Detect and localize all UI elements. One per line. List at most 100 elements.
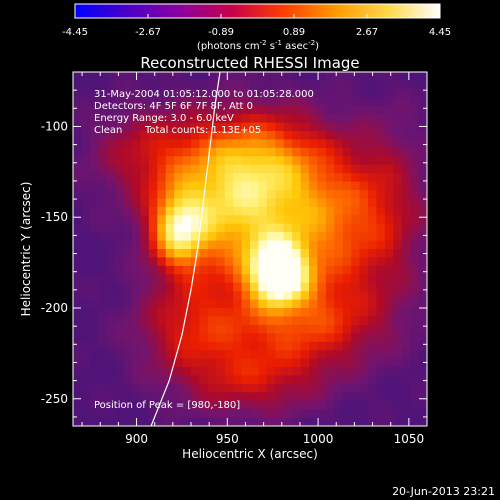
heatmap-cell	[359, 417, 369, 426]
heatmap-cell	[157, 249, 167, 259]
heatmap-cell	[207, 173, 217, 183]
heatmap-cell	[418, 198, 427, 208]
heatmap-cell	[224, 265, 234, 275]
heatmap-cell	[351, 156, 361, 166]
heatmap-cell	[140, 282, 150, 292]
heatmap-cell	[207, 257, 217, 267]
heatmap-cell	[98, 147, 108, 157]
heatmap-cell	[376, 215, 386, 225]
heatmap-cell	[393, 156, 403, 166]
heatmap-cell	[241, 215, 251, 225]
heatmap-cell	[115, 400, 125, 410]
heatmap-cell	[309, 316, 319, 326]
heatmap-cell	[283, 240, 293, 250]
heatmap-cell	[199, 97, 209, 107]
heatmap-cell	[216, 164, 226, 174]
heatmap-cell	[106, 80, 116, 90]
x-tick-label: 900	[125, 432, 148, 446]
heatmap-cell	[233, 173, 243, 183]
heatmap-cell	[401, 316, 411, 326]
heatmap-cell	[207, 72, 217, 82]
heatmap-cell	[376, 358, 386, 368]
heatmap-cell	[81, 350, 91, 360]
heatmap-cell	[140, 257, 150, 267]
heatmap-cell	[148, 156, 158, 166]
heatmap-cell	[418, 173, 427, 183]
heatmap-cell	[106, 240, 116, 250]
heatmap-cell	[207, 316, 217, 326]
heatmap-cell	[241, 350, 251, 360]
heatmap-cell	[368, 97, 378, 107]
heatmap-cell	[283, 232, 293, 242]
heatmap-cell	[182, 223, 192, 233]
heatmap-cell	[106, 299, 116, 309]
heatmap-cell	[418, 308, 427, 318]
heatmap-cell	[266, 308, 276, 318]
heatmap-cell	[342, 131, 352, 141]
heatmap-cell	[199, 147, 209, 157]
heatmap-cell	[325, 257, 335, 267]
heatmap-cell	[123, 400, 133, 410]
heatmap-cell	[165, 156, 175, 166]
heatmap-cell	[359, 72, 369, 82]
heatmap-cell	[376, 131, 386, 141]
heatmap-cell	[410, 114, 420, 124]
heatmap-cell	[393, 333, 403, 343]
heatmap-cell	[317, 72, 327, 82]
heatmap-cell	[89, 131, 99, 141]
heatmap-cell	[401, 417, 411, 426]
heatmap-cell	[199, 299, 209, 309]
heatmap-cell	[334, 265, 344, 275]
heatmap-cell	[241, 88, 251, 98]
heatmap-cell	[250, 105, 260, 115]
heatmap-cell	[418, 350, 427, 360]
heatmap-cell	[300, 97, 310, 107]
heatmap-cell	[199, 249, 209, 259]
heatmap-cell	[309, 190, 319, 200]
heatmap-cell	[342, 299, 352, 309]
heatmap-cell	[241, 333, 251, 343]
heatmap-cell	[325, 240, 335, 250]
heatmap-cell	[199, 88, 209, 98]
heatmap-cell	[351, 282, 361, 292]
heatmap-cell	[199, 114, 209, 124]
heatmap-cell	[115, 105, 125, 115]
heatmap-cell	[250, 333, 260, 343]
heatmap-cell	[98, 367, 108, 377]
heatmap-cell	[384, 358, 394, 368]
heatmap-cell	[266, 274, 276, 284]
heatmap-cell	[359, 341, 369, 351]
heatmap-cell	[275, 308, 285, 318]
heatmap-cell	[207, 156, 217, 166]
heatmap-cell	[393, 147, 403, 157]
heatmap-cell	[224, 291, 234, 301]
heatmap-cell	[258, 173, 268, 183]
heatmap-cell	[233, 392, 243, 402]
heatmap-cell	[224, 316, 234, 326]
heatmap-cell	[334, 198, 344, 208]
heatmap-cell	[123, 282, 133, 292]
heatmap-cell	[106, 215, 116, 225]
heatmap-cell	[89, 215, 99, 225]
heatmap-cell	[376, 223, 386, 233]
heatmap-cell	[98, 358, 108, 368]
heatmap-cell	[224, 198, 234, 208]
heatmap-cell	[132, 341, 142, 351]
heatmap-cell	[384, 367, 394, 377]
heatmap-cell	[191, 97, 201, 107]
heatmap-cell	[317, 350, 327, 360]
heatmap-cell	[165, 114, 175, 124]
heatmap-cell	[233, 409, 243, 419]
heatmap-cell	[368, 215, 378, 225]
heatmap-cell	[300, 164, 310, 174]
heatmap-cell	[216, 400, 226, 410]
heatmap-cell	[182, 240, 192, 250]
heatmap-cell	[418, 291, 427, 301]
heatmap-cell	[300, 274, 310, 284]
heatmap-cell	[410, 400, 420, 410]
heatmap-cell	[368, 274, 378, 284]
heatmap-cell	[250, 80, 260, 90]
heatmap-cell	[191, 156, 201, 166]
heatmap-cell	[258, 274, 268, 284]
heatmap-cell	[89, 139, 99, 149]
